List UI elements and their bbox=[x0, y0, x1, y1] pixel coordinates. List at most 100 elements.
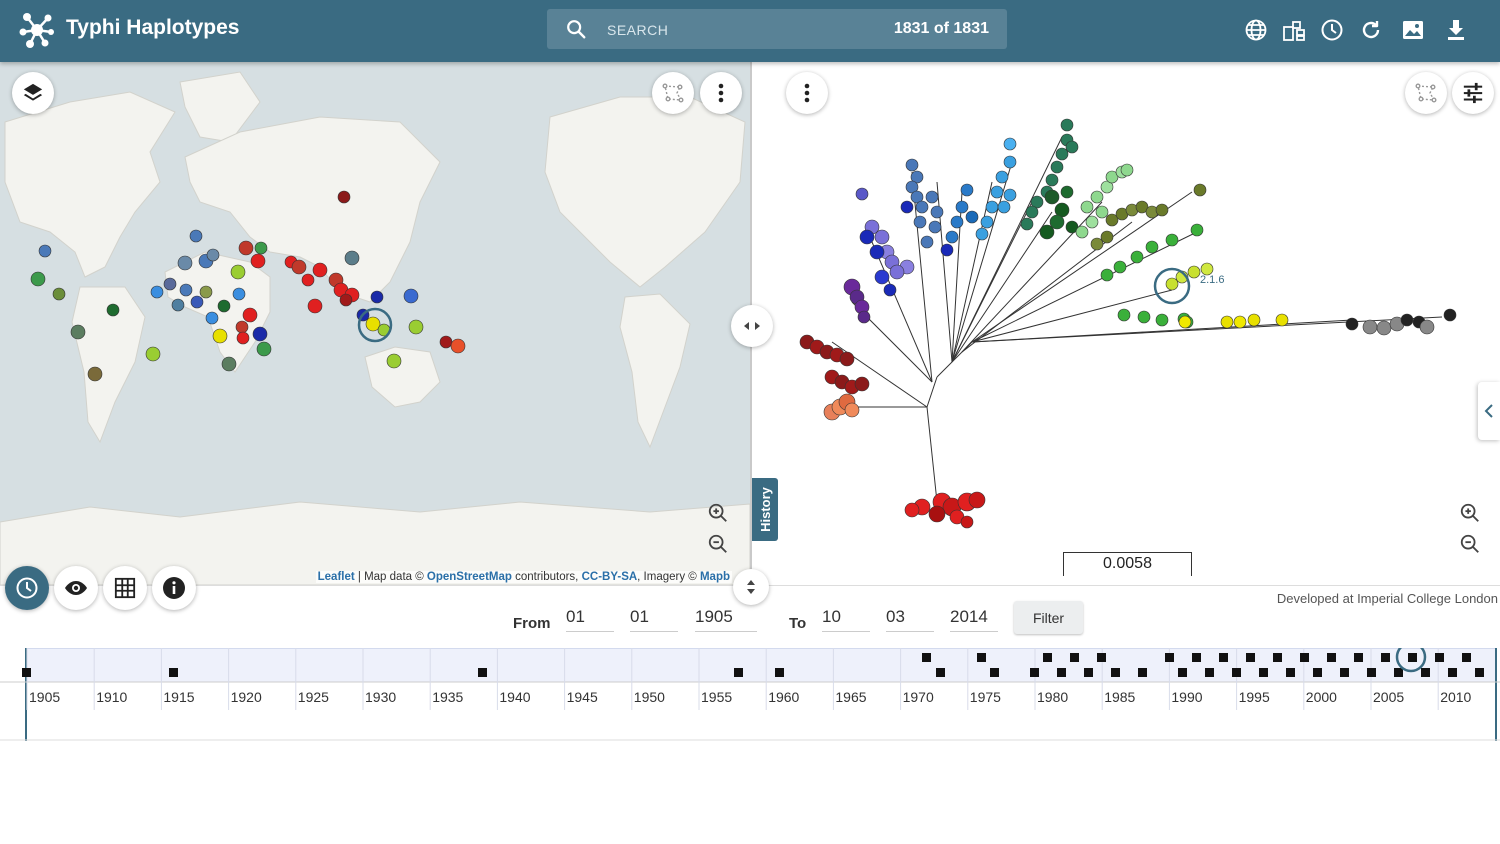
to-day-input[interactable] bbox=[822, 602, 870, 632]
timeline-tick-label: 1955 bbox=[701, 689, 732, 705]
map-zoom-in-button[interactable] bbox=[704, 499, 732, 527]
timeline-mark[interactable] bbox=[990, 668, 999, 677]
timeline-mark[interactable] bbox=[478, 668, 487, 677]
tree-lasso-button[interactable] bbox=[1405, 72, 1447, 114]
tree-panel[interactable]: 2.1.6 0.0058 bbox=[752, 62, 1500, 585]
download-button[interactable] bbox=[1441, 15, 1471, 45]
timeline-mark[interactable] bbox=[1219, 653, 1228, 662]
timeline-mark[interactable] bbox=[1475, 668, 1484, 677]
tree-menu-button[interactable] bbox=[786, 72, 828, 114]
zoom-out-icon bbox=[708, 534, 727, 553]
refresh-button[interactable] bbox=[1356, 15, 1386, 45]
export-image-button[interactable] bbox=[1398, 15, 1428, 45]
globe-button[interactable] bbox=[1241, 15, 1271, 45]
map-attribution: Leaflet | Map data © OpenStreetMap contr… bbox=[315, 571, 732, 583]
timeline-mark[interactable] bbox=[1165, 653, 1174, 662]
scale-bar-value: 0.0058 bbox=[1103, 555, 1152, 572]
timeline-mark[interactable] bbox=[1232, 668, 1241, 677]
timeline-mark[interactable] bbox=[1273, 653, 1282, 662]
info-button[interactable] bbox=[152, 566, 196, 610]
timeline-mark[interactable] bbox=[22, 668, 31, 677]
timeline-tick-label: 2010 bbox=[1440, 689, 1471, 705]
open-side-panel-tab[interactable] bbox=[1478, 382, 1500, 440]
timeline-mark[interactable] bbox=[1111, 668, 1120, 677]
search-placeholder[interactable]: SEARCH bbox=[607, 22, 669, 38]
from-year-input[interactable] bbox=[695, 602, 757, 632]
map-panel[interactable]: Leaflet | Map data © OpenStreetMap contr… bbox=[0, 62, 750, 585]
timeline-mark[interactable] bbox=[734, 668, 743, 677]
timeline-mark[interactable] bbox=[1327, 653, 1336, 662]
timeline-mark[interactable] bbox=[1259, 668, 1268, 677]
timeline-mark[interactable] bbox=[1300, 653, 1309, 662]
timeline-mark[interactable] bbox=[1043, 653, 1052, 662]
timeline-tick-label: 1920 bbox=[231, 689, 262, 705]
timeline-toggle-button[interactable] bbox=[5, 566, 49, 610]
timeline-tick-label: 1975 bbox=[970, 689, 1001, 705]
visibility-button[interactable] bbox=[54, 566, 98, 610]
developer-credit: Developed at Imperial College London bbox=[1276, 591, 1498, 606]
timeline-mark[interactable] bbox=[1462, 653, 1471, 662]
timeline-chart[interactable]: 1905 1910 1915 1920 1925 1930 1935 1940 1945 1950… bbox=[0, 648, 1500, 741]
timeline-mark[interactable] bbox=[1313, 668, 1322, 677]
timeline-mark[interactable] bbox=[1246, 653, 1255, 662]
osm-link[interactable]: OpenStreetMap bbox=[426, 571, 512, 583]
from-day-input[interactable] bbox=[566, 602, 614, 632]
sliders-icon bbox=[1463, 82, 1483, 104]
map-markers[interactable] bbox=[0, 62, 750, 585]
filter-button[interactable]: Filter bbox=[1014, 601, 1083, 634]
timeline-mark[interactable] bbox=[1192, 653, 1201, 662]
timeline-mark[interactable] bbox=[1070, 653, 1079, 662]
timeline-mark[interactable] bbox=[1057, 668, 1066, 677]
collapse-timeline-handle[interactable] bbox=[733, 569, 769, 605]
timeline-mark[interactable] bbox=[1435, 653, 1444, 662]
timeline-mark[interactable] bbox=[936, 668, 945, 677]
timeline-mark[interactable] bbox=[1286, 668, 1295, 677]
timeline-mark[interactable] bbox=[1394, 668, 1403, 677]
tree-settings-button[interactable] bbox=[1452, 72, 1494, 114]
timeline-mark[interactable] bbox=[1084, 668, 1093, 677]
grid-icon bbox=[114, 577, 136, 599]
tree-layout-button[interactable] bbox=[1279, 15, 1309, 45]
world-map[interactable] bbox=[0, 62, 750, 585]
timeline-mark[interactable] bbox=[922, 653, 931, 662]
zoom-out-icon bbox=[1460, 534, 1479, 553]
map-lasso-button[interactable] bbox=[652, 72, 694, 114]
timeline-mark[interactable] bbox=[977, 653, 986, 662]
timeline-mark[interactable] bbox=[1138, 668, 1147, 677]
timeline-mark[interactable] bbox=[1030, 668, 1039, 677]
map-zoom-out-button[interactable] bbox=[704, 530, 732, 558]
table-view-button[interactable] bbox=[103, 566, 147, 610]
license-link[interactable]: CC-BY-SA bbox=[581, 571, 638, 583]
tree-zoom-in-button[interactable] bbox=[1456, 499, 1484, 527]
timeline-mark[interactable] bbox=[1381, 653, 1390, 662]
mapbox-link[interactable]: Mapb bbox=[699, 571, 730, 583]
from-month-input[interactable] bbox=[630, 602, 678, 632]
timeline-mark[interactable] bbox=[1354, 653, 1363, 662]
search-bar[interactable]: SEARCH 1831 of 1831 bbox=[547, 9, 1007, 49]
history-tab[interactable]: History bbox=[752, 478, 778, 541]
globe-icon bbox=[1245, 19, 1267, 41]
to-month-input[interactable] bbox=[886, 602, 934, 632]
timeline-mark[interactable] bbox=[1340, 668, 1349, 677]
timeline-tick-label: 1970 bbox=[903, 689, 934, 705]
timeline-mark[interactable] bbox=[169, 668, 178, 677]
history-button[interactable] bbox=[1317, 15, 1347, 45]
timeline-mark[interactable] bbox=[1178, 668, 1187, 677]
layers-button[interactable] bbox=[12, 72, 54, 114]
phylogenetic-tree[interactable]: 2.1.6 bbox=[752, 62, 1500, 585]
timeline-mark[interactable] bbox=[1205, 668, 1214, 677]
timeline-tick-label: 1905 bbox=[29, 689, 60, 705]
tree-zoom-out-button[interactable] bbox=[1456, 530, 1484, 558]
to-year-input[interactable] bbox=[950, 602, 998, 632]
timeline-mark[interactable] bbox=[1408, 653, 1417, 662]
split-resize-handle[interactable] bbox=[731, 305, 773, 347]
timeline-mark[interactable] bbox=[775, 668, 784, 677]
zoom-in-icon bbox=[1460, 503, 1479, 522]
timeline-mark[interactable] bbox=[1097, 653, 1106, 662]
map-menu-button[interactable] bbox=[700, 72, 742, 114]
timeline-mark[interactable] bbox=[1367, 668, 1376, 677]
timeline-mark[interactable] bbox=[1421, 668, 1430, 677]
timeline-mark[interactable] bbox=[1448, 668, 1457, 677]
leaflet-link[interactable]: Leaflet bbox=[317, 571, 355, 583]
resize-vertical-icon bbox=[747, 580, 755, 594]
